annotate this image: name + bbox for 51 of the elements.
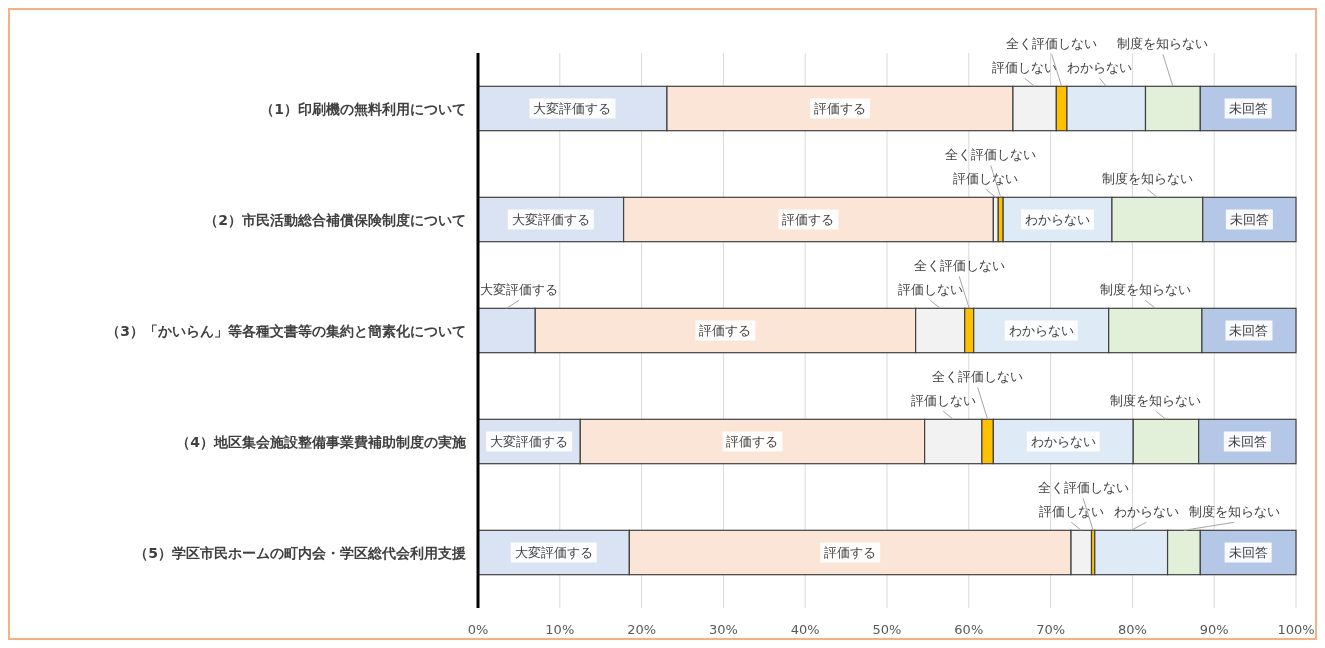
y-tick-label: （3）「かいらん」等各種文書等の集約と簡素化について	[106, 322, 466, 339]
text: 制度を知らない	[1099, 282, 1191, 298]
text: 未回答	[1228, 545, 1268, 560]
text: わからない	[1113, 504, 1179, 520]
x-tick-label: 10%	[545, 622, 575, 637]
text: 制度を知らない	[1117, 36, 1209, 52]
y-tick-label: （5）学区市民ホームの町内会・学区総代会利用支援	[134, 544, 466, 561]
x-tick-label: 100%	[1277, 622, 1315, 637]
x-tick-label: 60%	[954, 622, 984, 637]
series-label: 大変評価する	[480, 282, 558, 298]
text: 制度を知らない	[1188, 504, 1280, 520]
text: 全く評価しない	[1006, 36, 1098, 52]
x-tick-label: 40%	[790, 622, 820, 637]
series-label: 評価する	[813, 101, 866, 116]
text: 評価する	[699, 323, 752, 338]
x-tick-label: 80%	[1117, 622, 1147, 637]
text: 全く評価しない	[945, 147, 1037, 163]
text: 制度を知らない	[1110, 393, 1202, 409]
text: 評価する	[824, 545, 877, 560]
text: 大変評価する	[533, 101, 612, 116]
y-tick-label: （2）市民活動総合補償保険制度について	[204, 211, 466, 228]
text: 評価しない	[910, 393, 976, 409]
series-label: 評価しない	[897, 282, 963, 298]
text: 大変評価する	[490, 434, 569, 449]
text: 未回答	[1229, 323, 1269, 338]
series-label: 制度を知らない	[1101, 171, 1193, 187]
text: 評価しない	[953, 171, 1019, 187]
text: 評価する	[782, 212, 835, 227]
text: 評価する	[726, 434, 779, 449]
text: 大変評価する	[514, 545, 593, 560]
text: わからない	[1008, 323, 1074, 338]
text: 評価しない	[1038, 504, 1104, 520]
text: わからない	[1025, 212, 1091, 227]
text: わからない	[1030, 434, 1096, 449]
text: 未回答	[1227, 434, 1267, 449]
text: 評価しない	[992, 60, 1058, 76]
series-label: 未回答	[1228, 101, 1268, 116]
text: 全く評価しない	[1037, 480, 1129, 496]
y-tick-label: （1）印刷機の無料利用について	[260, 100, 466, 117]
series-label: わからない	[1067, 60, 1133, 76]
text: 大変評価する	[511, 212, 590, 227]
text: 全く評価しない	[932, 369, 1024, 385]
series-label: 全く評価しない	[913, 258, 1005, 274]
text: 未回答	[1229, 212, 1269, 227]
x-tick-label: 70%	[1036, 622, 1066, 637]
x-tick-label: 0%	[467, 622, 489, 637]
y-tick-label: （4）地区集会施設整備事業費補助制度の実施	[176, 433, 467, 450]
x-tick-label: 90%	[1199, 622, 1229, 637]
x-tick-label: 20%	[627, 622, 657, 637]
x-tick-label: 30%	[708, 622, 738, 637]
x-tick-label: 50%	[872, 622, 902, 637]
